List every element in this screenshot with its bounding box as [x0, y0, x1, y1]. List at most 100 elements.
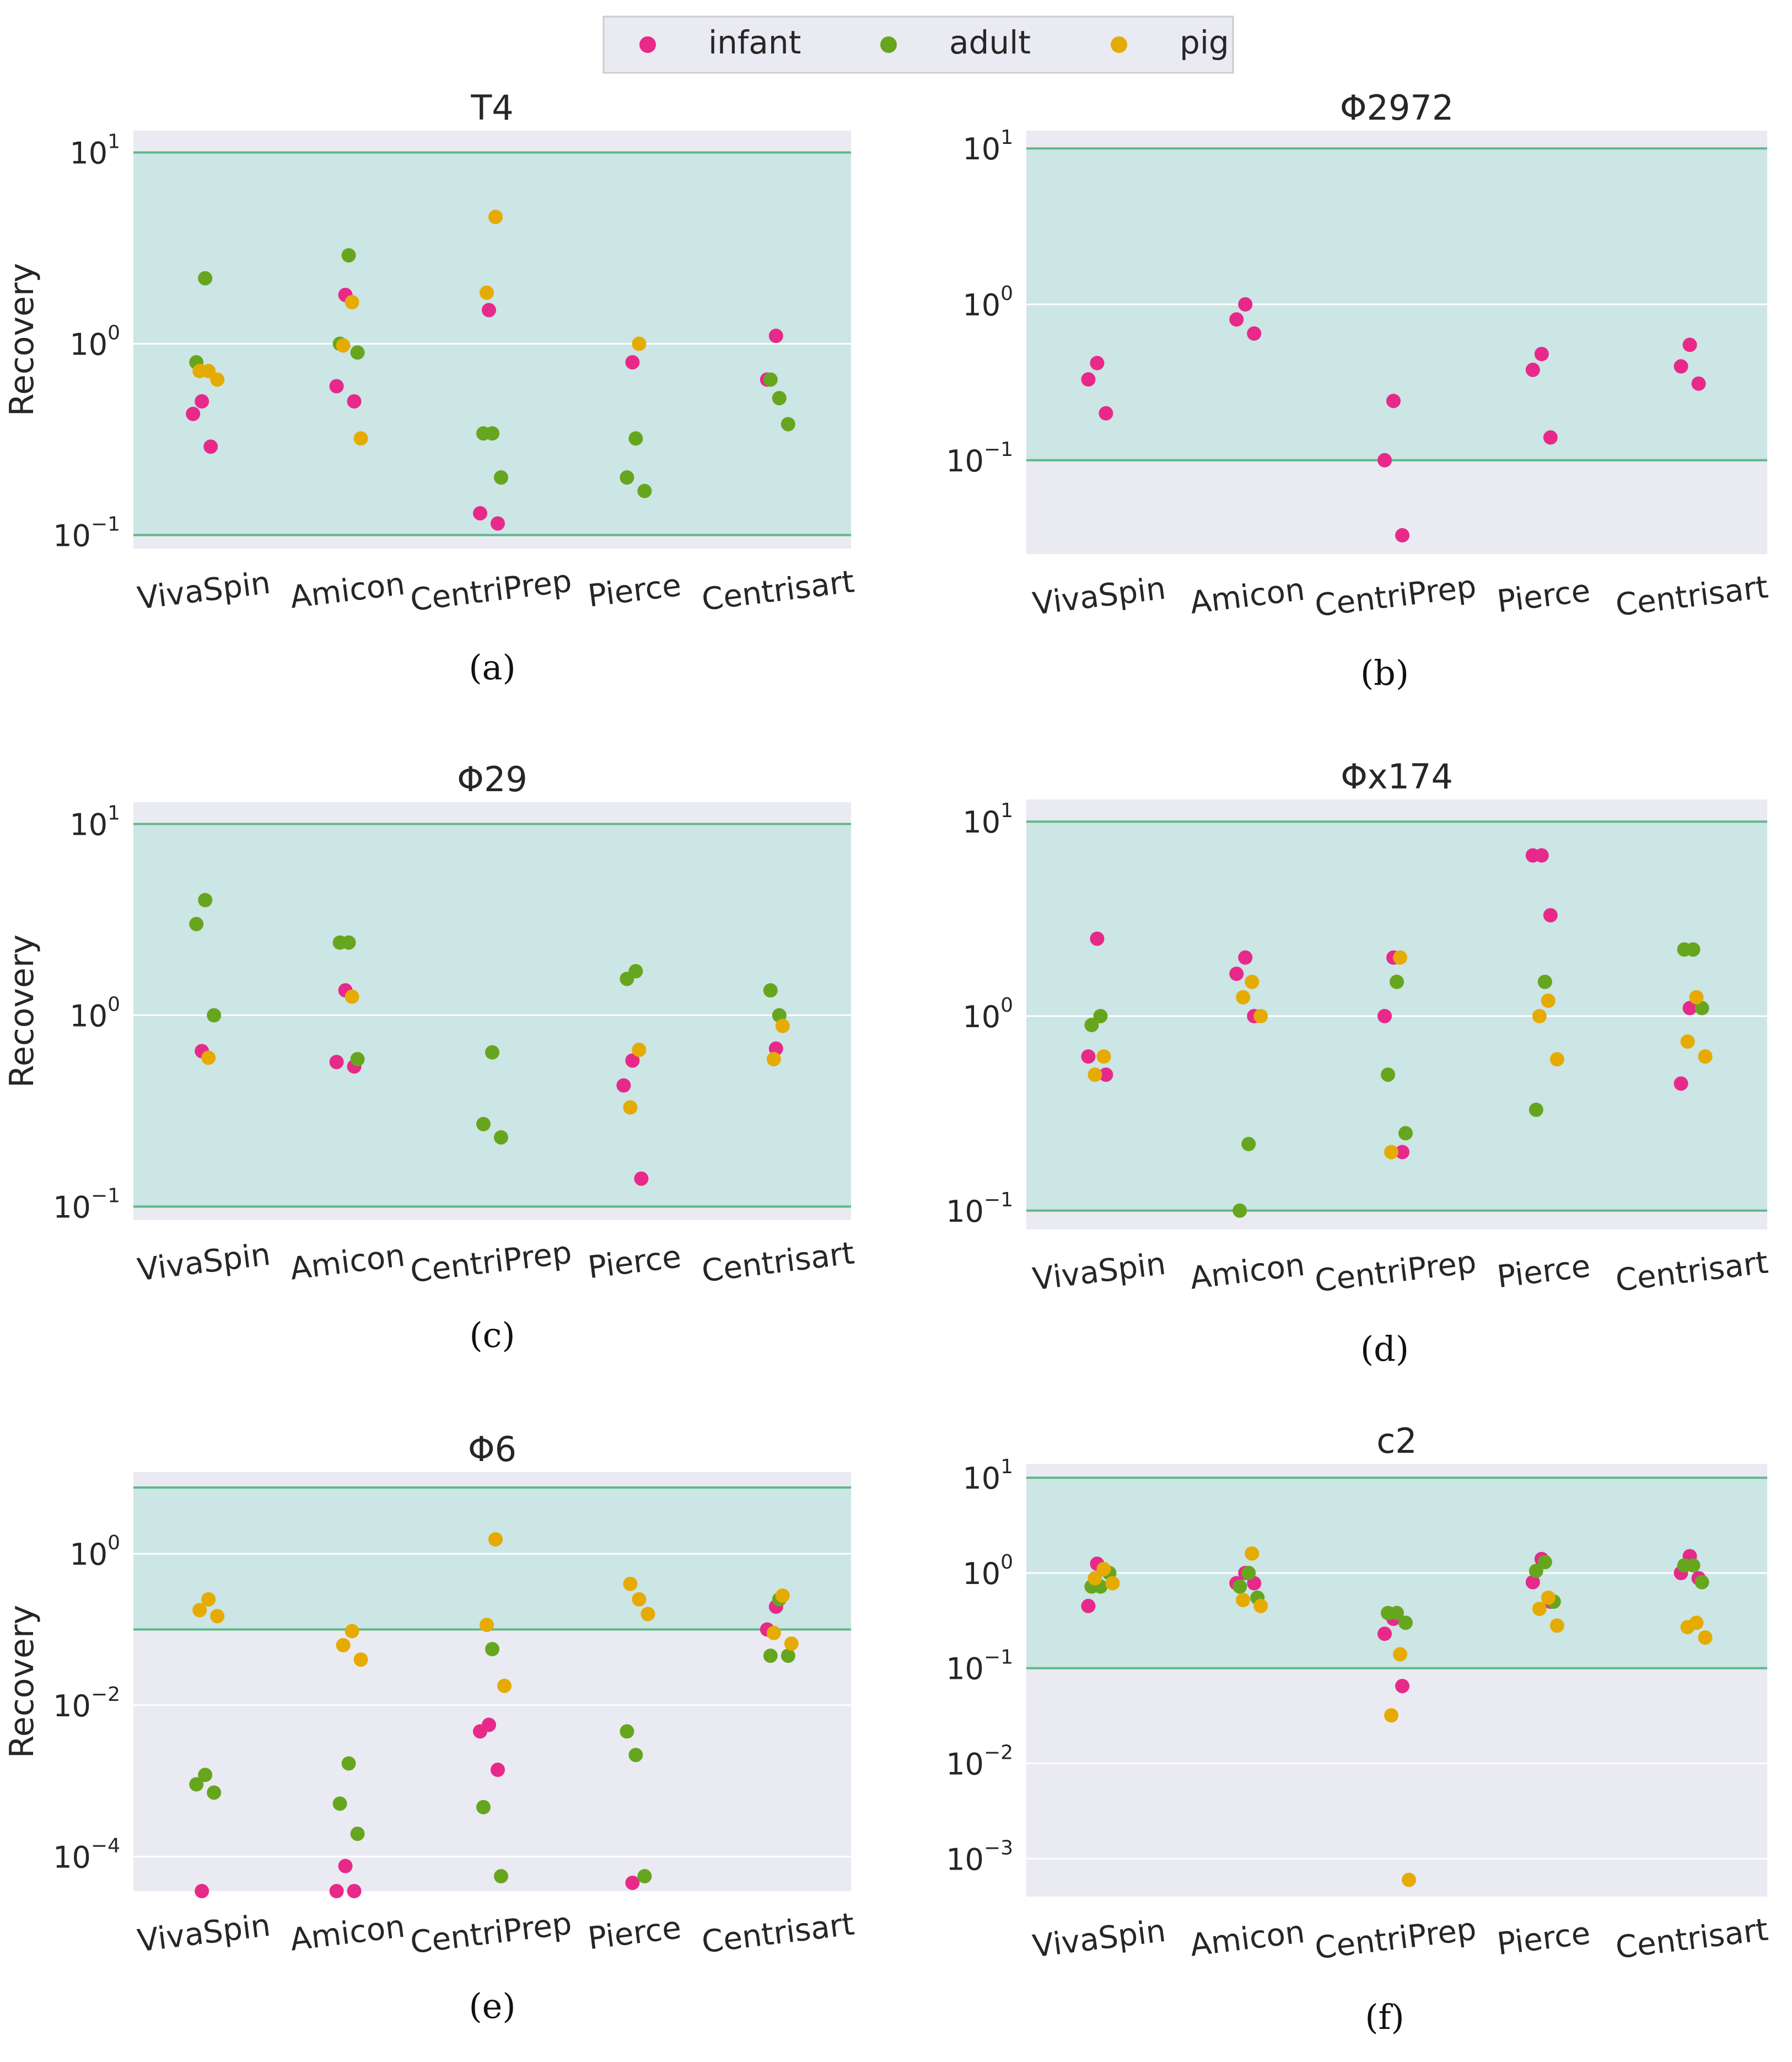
category-label: Amicon: [1188, 1914, 1306, 1964]
point-infant: [1081, 1049, 1096, 1064]
point-adult: [485, 1045, 499, 1060]
category-label: Amicon: [1188, 572, 1306, 621]
point-adult: [1390, 974, 1404, 989]
point-adult: [628, 431, 643, 446]
point-infant: [195, 394, 209, 409]
category-label: Centrisart: [700, 1906, 857, 1960]
category-label: VivaSpin: [1031, 1913, 1167, 1965]
y-tick-label: 101: [69, 131, 120, 171]
panel-label: (e): [469, 1986, 515, 2026]
point-infant: [1377, 453, 1392, 468]
point-pig: [775, 1588, 790, 1603]
point-pig: [480, 285, 494, 300]
point-pig: [1236, 1593, 1251, 1608]
y-tick-label: 100: [962, 282, 1013, 323]
category-label: Pierce: [586, 567, 683, 614]
point-adult: [1677, 942, 1692, 957]
point-infant: [338, 1859, 353, 1873]
point-infant: [329, 1884, 344, 1898]
point-infant: [473, 506, 487, 520]
point-adult: [207, 1785, 222, 1800]
category-label: CentriPrep: [1313, 568, 1478, 624]
point-infant: [1229, 966, 1244, 981]
category-label: Amicon: [288, 1909, 407, 1958]
point-adult: [1093, 1009, 1108, 1024]
point-pig: [480, 1618, 494, 1633]
category-label: VivaSpin: [1031, 571, 1167, 622]
y-tick-label: 10−1: [946, 1646, 1013, 1687]
legend-marker-pig: [1111, 36, 1127, 53]
point-adult: [476, 1800, 491, 1814]
legend-frame: [602, 15, 1234, 74]
point-adult: [781, 417, 795, 432]
point-adult: [1537, 974, 1552, 989]
category-label: CentriPrep: [408, 563, 574, 618]
point-infant: [186, 406, 201, 421]
point-infant: [491, 1763, 505, 1778]
point-pig: [623, 1576, 638, 1591]
y-tick-label: 101: [962, 1456, 1013, 1496]
point-infant: [1090, 931, 1105, 946]
y-axis-label: Recovery: [3, 1605, 41, 1758]
category-label: Pierce: [1495, 1248, 1592, 1295]
point-adult: [637, 1869, 652, 1884]
point-infant: [1247, 326, 1262, 341]
point-infant: [1377, 1009, 1392, 1024]
point-infant: [1229, 312, 1244, 327]
point-infant: [347, 394, 362, 409]
y-tick-label: 100: [69, 994, 120, 1034]
point-infant: [1525, 848, 1540, 863]
point-adult: [1529, 1102, 1543, 1117]
point-infant: [491, 516, 505, 531]
point-pig: [345, 1624, 359, 1639]
point-infant: [1081, 1598, 1096, 1613]
point-infant: [203, 439, 218, 454]
point-pig: [1680, 1620, 1695, 1635]
y-tick-label: 10−1: [53, 513, 120, 554]
point-adult: [476, 426, 491, 441]
point-infant: [1238, 950, 1253, 965]
point-adult: [1381, 1067, 1395, 1082]
point-adult: [620, 470, 634, 485]
point-infant: [1099, 406, 1113, 421]
point-adult: [1694, 1575, 1709, 1590]
point-pig: [1549, 1052, 1564, 1067]
y-tick-label: 10−1: [946, 438, 1013, 479]
point-adult: [1537, 1555, 1552, 1570]
panel-title: Φx174: [1341, 756, 1453, 797]
point-adult: [494, 1869, 508, 1884]
point-pig: [1253, 1598, 1268, 1613]
point-pig: [345, 295, 359, 310]
point-pig: [1096, 1561, 1111, 1576]
category-label: CentriPrep: [408, 1905, 574, 1961]
point-infant: [1395, 1145, 1409, 1159]
category-label: Amicon: [1188, 1247, 1306, 1297]
category-label: Centrisart: [700, 1235, 857, 1289]
category-label: VivaSpin: [136, 1908, 272, 1959]
category-label: Centrisart: [700, 563, 857, 617]
point-adult: [763, 983, 778, 998]
y-tick-label: 10−1: [946, 1189, 1013, 1229]
category-label: CentriPrep: [1313, 1244, 1478, 1299]
panel-label: (f): [1365, 1997, 1404, 2037]
point-adult: [350, 1827, 365, 1841]
point-adult: [189, 1777, 204, 1792]
point-infant: [1386, 394, 1401, 409]
point-pig: [1532, 1602, 1547, 1617]
point-pig: [1384, 1145, 1398, 1159]
point-infant: [625, 355, 640, 370]
y-tick-label: 100: [69, 1532, 120, 1572]
panel-label: (b): [1360, 653, 1409, 693]
point-adult: [494, 1130, 508, 1145]
point-pig: [353, 1652, 368, 1667]
y-tick-label: 100: [69, 322, 120, 362]
point-pig: [641, 1607, 655, 1621]
point-pig: [488, 210, 503, 224]
point-adult: [637, 484, 652, 498]
point-pig: [1393, 1647, 1407, 1662]
point-adult: [332, 1796, 347, 1811]
legend-marker-infant: [639, 36, 656, 53]
point-pig: [1096, 1049, 1111, 1064]
